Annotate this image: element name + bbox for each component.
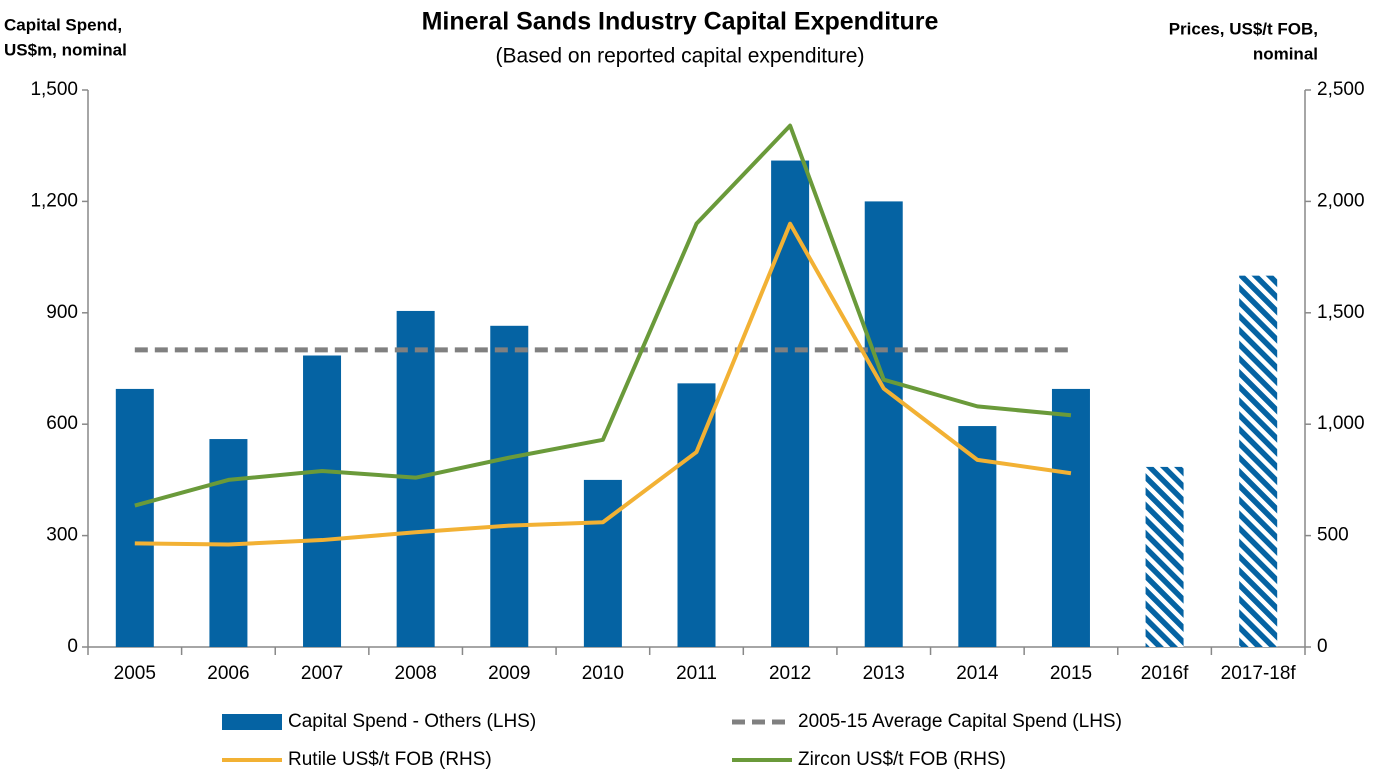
y2-tick-label: 1,000 <box>1317 413 1365 434</box>
bar <box>1051 388 1090 647</box>
y-tick-label: 1,500 <box>30 79 78 100</box>
bar <box>677 383 716 647</box>
legend-label: 2005-15 Average Capital Spend (LHS) <box>798 711 1122 732</box>
y2-axis-title: Prices, US$/t FOB, <box>1169 19 1318 38</box>
x-tick-label: 2016f <box>1141 663 1189 684</box>
y-tick-label: 1,200 <box>30 190 78 211</box>
y-tick-label: 600 <box>46 413 78 434</box>
y2-tick-label: 2,500 <box>1317 79 1365 100</box>
bar <box>864 201 903 647</box>
y-tick-label: 300 <box>46 525 78 546</box>
x-tick-label: 2013 <box>863 663 905 684</box>
x-tick-label: 2005 <box>114 663 156 684</box>
x-tick-label: 2011 <box>676 663 717 684</box>
y-axis-title: US$m, nominal <box>4 40 127 59</box>
y2-tick-label: 1,500 <box>1317 302 1365 323</box>
legend-label: Zircon US$/t FOB (RHS) <box>798 749 1006 770</box>
price-line <box>134 123 1072 508</box>
legend-label: Capital Spend - Others (LHS) <box>288 711 536 732</box>
bar <box>1239 275 1278 647</box>
chart-title: Mineral Sands Industry Capital Expenditu… <box>422 8 939 36</box>
bar <box>1145 466 1184 647</box>
x-tick-label: 2010 <box>582 663 624 684</box>
x-tick-label: 2007 <box>301 663 343 684</box>
bar <box>583 479 622 647</box>
x-tick-label: 2014 <box>956 663 999 684</box>
y-axis-title: Capital Spend, <box>4 15 122 34</box>
bar <box>490 325 529 647</box>
y2-tick-label: 2,000 <box>1317 190 1365 211</box>
chart-subtitle: (Based on reported capital expenditure) <box>496 45 865 68</box>
bar <box>115 388 154 647</box>
x-tick-label: 2006 <box>207 663 249 684</box>
y-tick-label: 0 <box>67 636 78 657</box>
bar <box>771 160 810 647</box>
y2-tick-label: 0 <box>1317 636 1328 657</box>
y2-tick-label: 500 <box>1317 525 1349 546</box>
legend-swatch <box>222 714 282 730</box>
x-tick-label: 2015 <box>1050 663 1092 684</box>
y2-axis-title: nominal <box>1253 44 1318 63</box>
x-tick-label: 2012 <box>769 663 811 684</box>
x-tick-label: 2009 <box>488 663 530 684</box>
x-tick-label: 2008 <box>395 663 437 684</box>
x-tick-label: 2017-18f <box>1221 663 1297 684</box>
bar <box>303 355 342 647</box>
legend-label: Rutile US$/t FOB (RHS) <box>288 749 492 770</box>
y-tick-label: 900 <box>46 302 78 323</box>
price-line <box>134 221 1072 547</box>
